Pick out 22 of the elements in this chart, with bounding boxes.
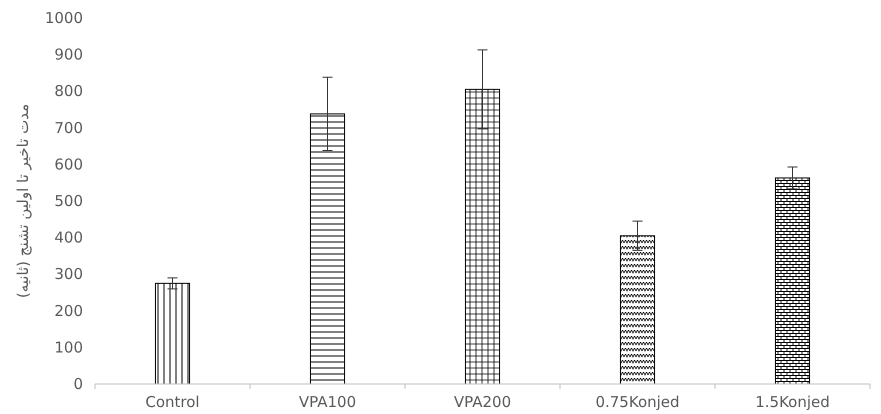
x-tick-label: Control xyxy=(145,393,200,411)
y-axis-title: مدت تاخیر تا اولین تشنج (ثانیه) xyxy=(14,104,32,298)
bar xyxy=(774,177,810,384)
x-tick-label: 0.75Konjed xyxy=(595,393,680,411)
bar xyxy=(464,88,500,384)
y-tick-label: 500 xyxy=(54,192,83,210)
bar xyxy=(310,113,346,384)
x-tick-label: VPA200 xyxy=(454,393,512,411)
y-tick-label: 900 xyxy=(54,46,83,64)
y-tick-label: 200 xyxy=(54,302,83,320)
y-tick-label: 100 xyxy=(54,338,83,356)
y-tick-label: 1000 xyxy=(44,9,83,27)
bar xyxy=(154,282,190,384)
x-tick-label: VPA100 xyxy=(298,393,356,411)
y-tick-label: 0 xyxy=(73,375,83,393)
y-tick-label: 600 xyxy=(54,155,83,174)
y-tick-label: 300 xyxy=(54,265,83,284)
y-tick-label: 700 xyxy=(54,118,83,137)
x-tick-label: 1.5Konjed xyxy=(755,393,830,411)
y-tick-label: 800 xyxy=(54,82,83,100)
bar xyxy=(620,235,656,384)
y-tick-label: 400 xyxy=(54,228,83,247)
